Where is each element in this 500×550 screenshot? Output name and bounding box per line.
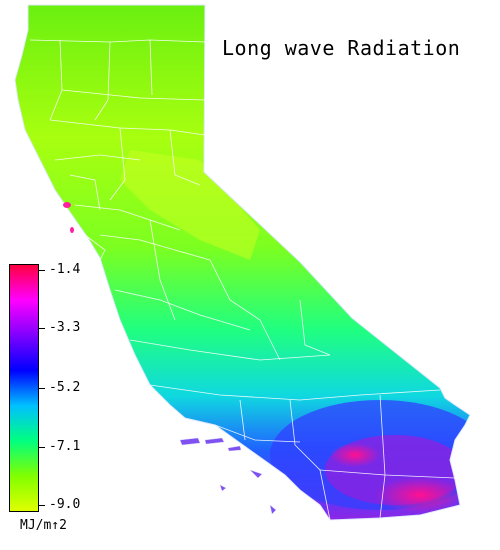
legend-tick-4 bbox=[39, 447, 45, 448]
legend-tick-2 bbox=[39, 328, 45, 329]
legend-tick-label: -1.4 bbox=[49, 262, 81, 277]
legend-tick-5 bbox=[39, 505, 45, 506]
legend-tick-label: -5.2 bbox=[49, 380, 81, 395]
legend-tick-label: -3.3 bbox=[49, 320, 81, 335]
map-title: Long wave Radiation bbox=[222, 36, 461, 60]
legend-tick-label: -9.0 bbox=[49, 497, 81, 512]
legend-tick-label: -7.1 bbox=[49, 439, 81, 454]
legend-tick-1 bbox=[39, 270, 45, 271]
legend-tick-3 bbox=[39, 388, 45, 389]
color-legend-bar bbox=[9, 264, 39, 512]
legend-unit-label: MJ/m↑2 bbox=[20, 518, 67, 533]
